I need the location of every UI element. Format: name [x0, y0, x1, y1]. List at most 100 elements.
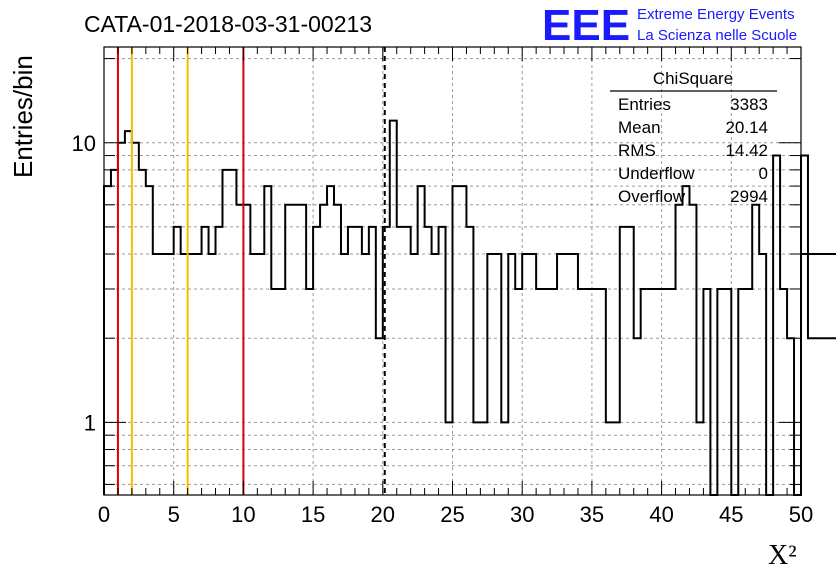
histogram-bin: [153, 254, 160, 495]
x-tick-label: 5: [168, 502, 180, 527]
y-tick-label: 1: [84, 410, 96, 435]
histogram-bin: [627, 227, 634, 495]
histogram-bin: [815, 338, 822, 495]
histogram-bin: [585, 289, 592, 495]
histogram-bin: [564, 254, 571, 495]
histogram-bin: [411, 254, 418, 495]
histogram-bin: [676, 205, 683, 495]
histogram-bin: [139, 170, 146, 495]
histogram-bin: [641, 289, 648, 495]
histogram-bin: [787, 338, 794, 495]
histogram-bin: [285, 205, 292, 495]
axis-ticks: 0 5 10 15 20 25 30 35 40 45 50 1 10: [72, 47, 813, 527]
histogram-bin: [355, 227, 362, 495]
histogram-bin: [320, 205, 327, 495]
histogram-bin: [543, 289, 550, 495]
histogram-bin: [745, 289, 752, 495]
histogram-bin: [222, 170, 229, 495]
histogram-bin: [717, 289, 724, 495]
histogram-bin: [348, 227, 355, 495]
histogram-bin: [724, 289, 731, 495]
histogram-bin: [780, 289, 787, 495]
stats-row-label: RMS: [618, 141, 656, 160]
stats-row-value: 20.14: [725, 118, 768, 137]
histogram-bin: [132, 143, 139, 495]
histogram-bin: [522, 254, 529, 495]
histogram-bin: [118, 143, 125, 495]
histogram-bin: [696, 422, 703, 495]
x-tick-label: 10: [231, 502, 255, 527]
histogram-bin: [529, 254, 536, 495]
histogram-bin: [829, 338, 836, 495]
histogram-bin: [689, 205, 696, 495]
x-tick-label: 25: [440, 502, 464, 527]
histogram-bin: [313, 227, 320, 495]
stats-row-value: 14.42: [725, 141, 768, 160]
histogram-bin: [181, 254, 188, 495]
histogram-bin: [404, 227, 411, 495]
histogram-bin: [773, 156, 780, 495]
stats-row-label: Underflow: [618, 164, 695, 183]
x-tick-label: 45: [719, 502, 743, 527]
histogram-bin: [250, 254, 257, 495]
histogram-bin: [759, 254, 766, 495]
histogram-bin: [752, 205, 759, 495]
histogram-bin: [292, 205, 299, 495]
histogram-bin: [480, 422, 487, 495]
histogram-bin: [209, 254, 216, 495]
histogram-bin: [655, 289, 662, 495]
eee-logo: EEE Extreme Energy Events La Scienza nel…: [542, 1, 797, 50]
histogram-bin: [195, 254, 202, 495]
histogram-bin: [683, 186, 690, 495]
logo-line-2: La Scienza nelle Scuole: [637, 27, 797, 44]
histogram-bin: [243, 205, 250, 495]
stats-row-label: Overflow: [618, 187, 686, 206]
histogram-bin: [515, 289, 522, 495]
histogram-bin: [446, 422, 453, 495]
logo-line-1: Extreme Energy Events: [637, 6, 795, 23]
histogram-bin: [425, 227, 432, 495]
histogram-bin: [634, 338, 641, 495]
histogram-bin: [662, 289, 669, 495]
cut-lines: [116, 47, 386, 495]
histogram-bin: [362, 254, 369, 495]
histogram-bin: [418, 186, 425, 495]
histogram-bin: [557, 254, 564, 495]
stats-row-label: Mean: [618, 118, 661, 137]
y-axis-label: Entries/bin: [8, 55, 38, 178]
histogram-bin: [808, 338, 815, 495]
histogram: [103, 119, 836, 496]
histogram-bin: [160, 254, 167, 495]
histogram-bin: [459, 186, 466, 495]
histogram-bin: [216, 227, 223, 495]
x-tick-label: 30: [510, 502, 534, 527]
histogram-bin: [202, 227, 209, 495]
histogram-bin: [620, 227, 627, 495]
histogram-bin: [571, 254, 578, 495]
x-tick-label: 15: [301, 502, 325, 527]
x-tick-label: 0: [98, 502, 110, 527]
histogram-bin: [167, 254, 174, 495]
histogram-bin: [508, 254, 515, 495]
stats-row-value: 2994: [730, 187, 768, 206]
histogram-bin: [536, 289, 543, 495]
stats-row-value: 0: [759, 164, 768, 183]
histogram-bin: [188, 254, 195, 495]
histogram-bin: [494, 254, 501, 495]
x-tick-label: 50: [789, 502, 813, 527]
histogram-bin: [550, 289, 557, 495]
histogram-outline: [103, 119, 836, 496]
histogram-bin: [390, 121, 397, 495]
histogram-bin: [501, 422, 508, 495]
histogram-bin: [473, 422, 480, 495]
stats-box: ChiSquare Entries 3383 Mean 20.14 RMS 14.42 Un…: [610, 69, 777, 206]
histogram-bin: [466, 227, 473, 495]
x-tick-label: 35: [580, 502, 604, 527]
histogram-bin: [703, 289, 710, 495]
histogram-bin: [271, 289, 278, 495]
histogram-bin: [487, 254, 494, 495]
histogram-bin: [264, 186, 271, 495]
histogram-bin: [376, 338, 383, 495]
chart-title: CATA-01-2018-03-31-00213: [84, 11, 372, 37]
histogram-bin: [174, 227, 181, 495]
